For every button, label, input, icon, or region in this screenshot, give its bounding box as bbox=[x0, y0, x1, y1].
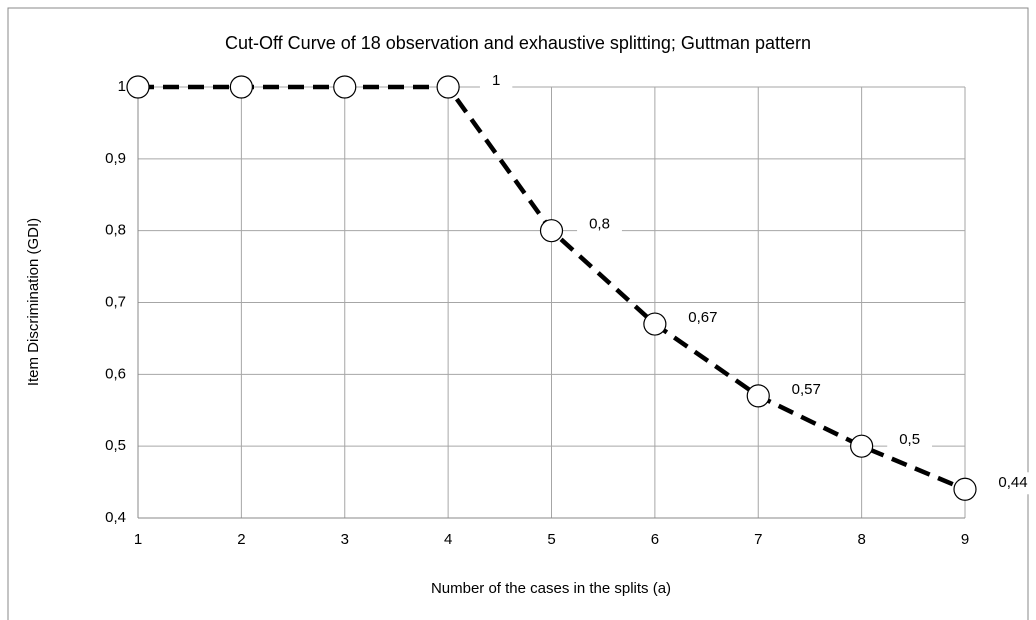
data-label-bg bbox=[887, 429, 933, 452]
data-label-bg bbox=[479, 70, 513, 92]
data-point bbox=[333, 75, 357, 99]
y-tick-label: 0,6 bbox=[105, 365, 126, 382]
data-label-bg bbox=[779, 378, 833, 401]
y-tick-label: 0,5 bbox=[105, 437, 126, 454]
x-tick-label: 1 bbox=[134, 531, 142, 548]
y-tick-label: 0,8 bbox=[105, 222, 126, 239]
data-label: 0,44 bbox=[998, 474, 1027, 491]
data-label: 0,5 bbox=[899, 431, 920, 448]
x-tick-label: 6 bbox=[651, 531, 659, 548]
y-tick-label: 0,7 bbox=[105, 293, 126, 310]
data-point bbox=[746, 384, 770, 408]
data-label-bg bbox=[676, 307, 730, 330]
data-point bbox=[126, 75, 150, 99]
data-point bbox=[229, 75, 253, 99]
x-tick-label: 9 bbox=[961, 531, 969, 548]
x-tick-label: 4 bbox=[444, 531, 452, 548]
data-point bbox=[643, 312, 667, 336]
data-label: 0,57 bbox=[792, 381, 821, 398]
y-axis-label: Item Discrimination (GDI) bbox=[25, 218, 42, 386]
data-point bbox=[436, 75, 460, 99]
chart-title: Cut-Off Curve of 18 observation and exha… bbox=[225, 33, 811, 53]
data-point bbox=[850, 434, 874, 458]
data-label: 1 bbox=[492, 72, 500, 89]
y-tick-label: 0,9 bbox=[105, 150, 126, 167]
data-label-bg bbox=[986, 472, 1036, 495]
x-tick-label: 3 bbox=[341, 531, 349, 548]
data-point bbox=[953, 477, 977, 501]
x-tick-label: 5 bbox=[547, 531, 555, 548]
data-label: 0,8 bbox=[589, 216, 610, 233]
data-point bbox=[539, 219, 564, 243]
data-label-bg bbox=[577, 213, 622, 236]
y-tick-label: 0,4 bbox=[105, 509, 126, 526]
x-tick-label: 2 bbox=[237, 531, 245, 548]
y-tick-label: 1 bbox=[118, 78, 126, 95]
x-tick-label: 7 bbox=[754, 531, 762, 548]
x-tick-label: 8 bbox=[857, 531, 865, 548]
data-label: 0,67 bbox=[688, 309, 717, 326]
chart-frame bbox=[7, 7, 1029, 620]
x-axis-label: Number of the cases in the splits (a) bbox=[431, 580, 671, 597]
